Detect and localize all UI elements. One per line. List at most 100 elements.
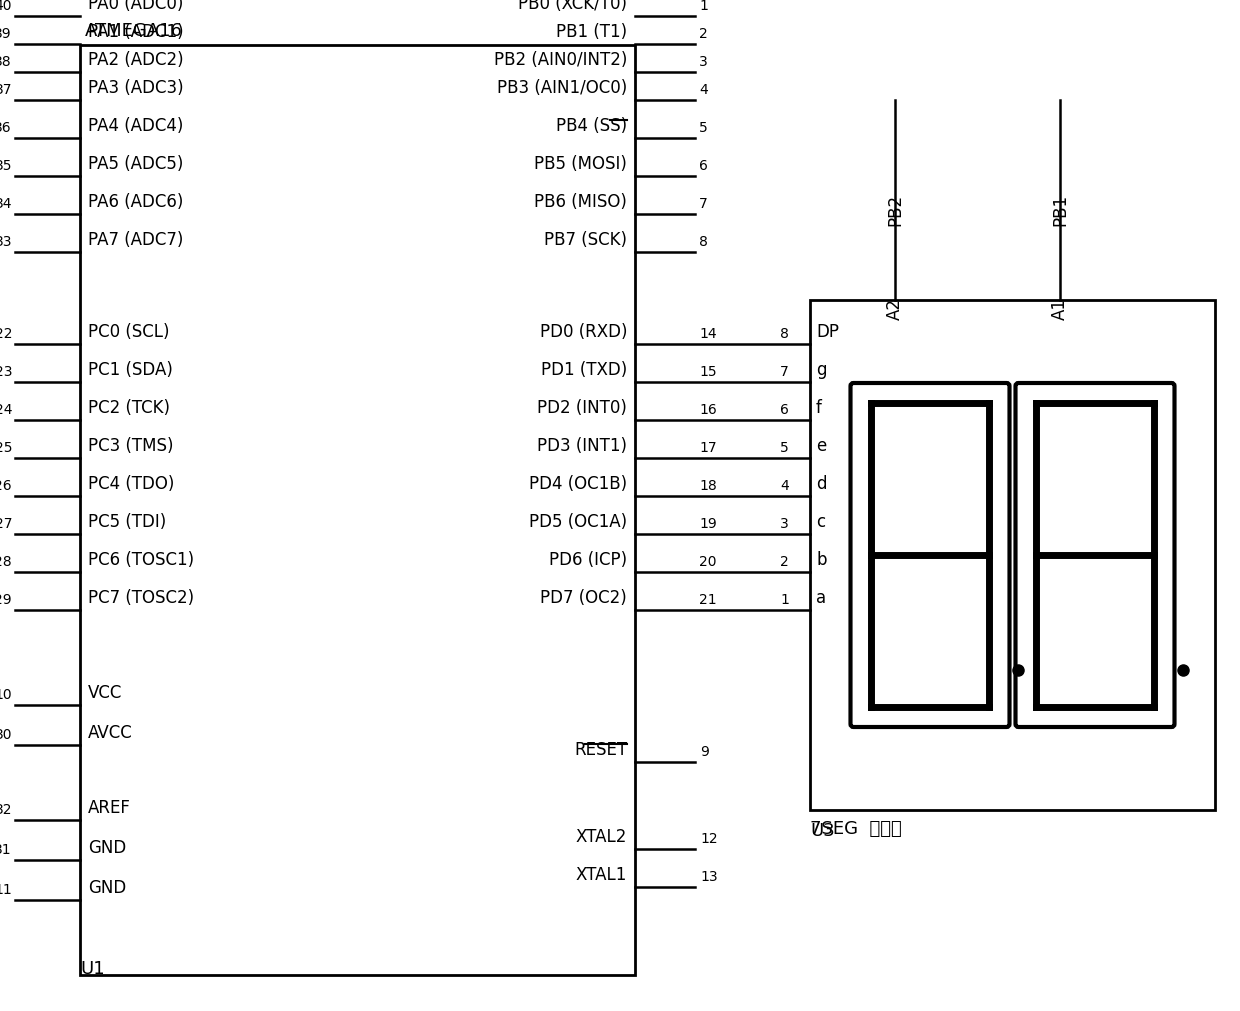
Text: PC1 (SDA): PC1 (SDA): [88, 361, 172, 379]
Text: PA6 (ADC6): PA6 (ADC6): [88, 193, 184, 211]
Text: 24: 24: [0, 403, 12, 417]
Text: PA2 (ADC2): PA2 (ADC2): [88, 51, 184, 69]
Text: PD2 (INT0): PD2 (INT0): [537, 399, 627, 417]
Text: ATMEGA16: ATMEGA16: [86, 22, 182, 40]
Text: 27: 27: [0, 517, 12, 531]
Text: 14: 14: [699, 327, 717, 341]
Text: 12: 12: [701, 832, 718, 846]
Text: 40: 40: [0, 0, 12, 13]
Text: 1: 1: [699, 0, 708, 13]
Text: PA1 (ADC1): PA1 (ADC1): [88, 23, 184, 41]
Text: 20: 20: [699, 555, 717, 569]
Text: 36: 36: [0, 121, 12, 135]
Text: 6: 6: [780, 403, 789, 417]
Text: 10: 10: [0, 688, 12, 702]
Text: PB1: PB1: [1052, 194, 1069, 226]
Text: b: b: [816, 551, 827, 569]
Text: 2: 2: [699, 27, 708, 41]
Text: PB7 (SCK): PB7 (SCK): [544, 231, 627, 249]
Text: g: g: [816, 361, 827, 379]
Text: 29: 29: [0, 593, 12, 607]
Text: 8: 8: [699, 235, 708, 249]
Text: 3: 3: [780, 517, 789, 531]
Text: 25: 25: [0, 441, 12, 455]
Text: 21: 21: [699, 593, 717, 607]
Text: PC0 (SCL): PC0 (SCL): [88, 323, 170, 341]
Text: 39: 39: [0, 27, 12, 41]
Text: 30: 30: [0, 728, 12, 742]
Text: 2: 2: [780, 555, 789, 569]
Text: PB3 (AIN1/OC0): PB3 (AIN1/OC0): [497, 79, 627, 97]
Text: 28: 28: [0, 555, 12, 569]
Text: PD0 (RXD): PD0 (RXD): [539, 323, 627, 341]
Text: 17: 17: [699, 441, 717, 455]
Text: PC2 (TCK): PC2 (TCK): [88, 399, 170, 417]
Text: 4: 4: [780, 479, 789, 493]
Text: PA5 (ADC5): PA5 (ADC5): [88, 155, 184, 173]
Text: PB1 (T1): PB1 (T1): [556, 23, 627, 41]
Text: PB6 (MISO): PB6 (MISO): [534, 193, 627, 211]
Text: PA4 (ADC4): PA4 (ADC4): [88, 117, 184, 135]
Text: PD1 (TXD): PD1 (TXD): [541, 361, 627, 379]
Text: 38: 38: [0, 55, 12, 69]
Text: 32: 32: [0, 803, 12, 817]
Text: 9: 9: [701, 745, 709, 759]
Text: PD3 (INT1): PD3 (INT1): [537, 437, 627, 455]
Text: PC6 (TOSC1): PC6 (TOSC1): [88, 551, 195, 569]
Text: PB2: PB2: [887, 194, 904, 226]
Text: 33: 33: [0, 235, 12, 249]
Text: 3: 3: [699, 55, 708, 69]
Text: 8: 8: [780, 327, 789, 341]
Text: 16: 16: [699, 403, 717, 417]
Text: 6: 6: [699, 159, 708, 173]
Text: XTAL2: XTAL2: [575, 828, 627, 846]
Text: AVCC: AVCC: [88, 724, 133, 742]
Text: 35: 35: [0, 159, 12, 173]
Text: 5: 5: [699, 121, 708, 135]
Text: A1: A1: [1052, 298, 1069, 320]
Text: 18: 18: [699, 479, 717, 493]
Text: A2: A2: [887, 298, 904, 320]
Bar: [810, 300, 1215, 810]
Text: VCC: VCC: [88, 684, 123, 702]
Text: 11: 11: [0, 883, 12, 897]
Text: U1: U1: [81, 960, 104, 978]
Bar: [81, 45, 635, 975]
Text: 1: 1: [780, 593, 789, 607]
Text: a: a: [816, 589, 826, 607]
Text: U3: U3: [810, 822, 835, 840]
Text: PD5 (OC1A): PD5 (OC1A): [529, 513, 627, 531]
Text: 15: 15: [699, 365, 717, 379]
Text: e: e: [816, 437, 826, 455]
Text: PC3 (TMS): PC3 (TMS): [88, 437, 174, 455]
Text: PB2 (AIN0/INT2): PB2 (AIN0/INT2): [494, 51, 627, 69]
Text: GND: GND: [88, 839, 126, 857]
Text: XTAL1: XTAL1: [575, 866, 627, 884]
Text: 22: 22: [0, 327, 12, 341]
Text: 37: 37: [0, 83, 12, 97]
Text: DP: DP: [816, 323, 839, 341]
Text: d: d: [816, 475, 827, 493]
Text: PC4 (TDO): PC4 (TDO): [88, 475, 175, 493]
Text: AREF: AREF: [88, 799, 131, 817]
Text: PB4 (SS): PB4 (SS): [556, 117, 627, 135]
Text: PD7 (OC2): PD7 (OC2): [541, 589, 627, 607]
Text: PB0 (XCK/T0): PB0 (XCK/T0): [518, 0, 627, 13]
Text: 4: 4: [699, 83, 708, 97]
Text: 31: 31: [0, 843, 12, 857]
FancyBboxPatch shape: [1016, 383, 1174, 727]
Text: PD4 (OC1B): PD4 (OC1B): [529, 475, 627, 493]
Text: 19: 19: [699, 517, 717, 531]
Text: 13: 13: [701, 870, 718, 884]
Text: c: c: [816, 513, 825, 531]
Text: PB5 (MOSI): PB5 (MOSI): [534, 155, 627, 173]
Text: 34: 34: [0, 197, 12, 211]
Text: PC5 (TDI): PC5 (TDI): [88, 513, 166, 531]
FancyBboxPatch shape: [851, 383, 1009, 727]
Text: 26: 26: [0, 479, 12, 493]
Text: 7: 7: [780, 365, 789, 379]
Text: GND: GND: [88, 879, 126, 897]
Text: PA7 (ADC7): PA7 (ADC7): [88, 231, 184, 249]
Text: 7SEG  数码管: 7SEG 数码管: [810, 820, 901, 838]
Text: PC7 (TOSC2): PC7 (TOSC2): [88, 589, 195, 607]
